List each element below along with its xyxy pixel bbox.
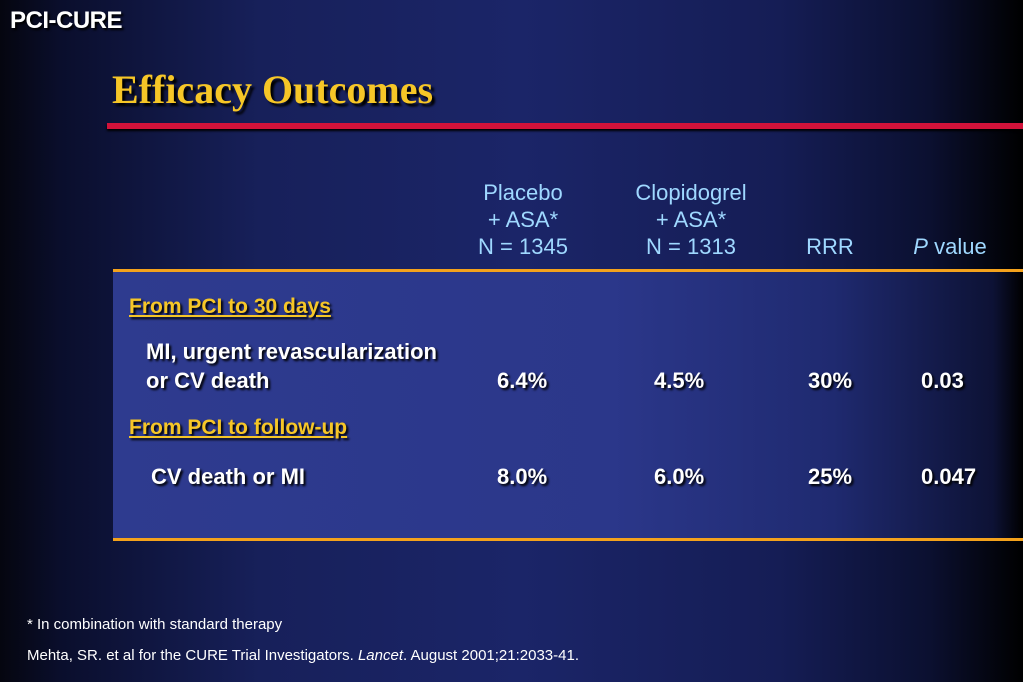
- cell-rrr: 25%: [808, 464, 853, 489]
- column-header-line: + ASA*: [655, 207, 727, 232]
- footnote: * In combination with standard therapy: [27, 616, 283, 633]
- column-header-line: + ASA*: [487, 207, 559, 232]
- column-header-line: N = 1313: [646, 234, 736, 259]
- column-header-line: Placebo: [483, 180, 563, 205]
- title-divider: [107, 123, 1023, 129]
- slide-title: Efficacy Outcomes: [112, 67, 434, 112]
- column-header-line: N = 1345: [478, 234, 568, 259]
- citation-authors: Mehta, SR. et al for the CURE Trial Inve…: [27, 647, 358, 664]
- results-table-panel: [113, 270, 1023, 540]
- row-label: or CV death: [146, 368, 270, 393]
- column-header-placebo: Placebo + ASA* N = 1345: [443, 179, 603, 260]
- column-header-rrr: RRR: [806, 234, 854, 259]
- section-label-follow-up: From PCI to follow-up: [129, 416, 348, 439]
- cell-placebo: 6.4%: [497, 368, 548, 393]
- cell-p-value: 0.047: [921, 464, 977, 489]
- cell-clopidogrel: 4.5%: [654, 368, 705, 393]
- row-label: CV death or MI: [151, 464, 306, 489]
- citation-journal: Lancet: [357, 647, 404, 664]
- citation: Mehta, SR. et al for the CURE Trial Inve…: [27, 647, 579, 664]
- cell-clopidogrel: 6.0%: [654, 464, 705, 489]
- column-header-p-value: P value: [895, 233, 1005, 260]
- table-top-rule: [113, 269, 1023, 272]
- row-label: MI, urgent revascularization: [146, 339, 437, 364]
- p-italic: P: [913, 234, 928, 259]
- column-header-line: Clopidogrel: [635, 180, 747, 205]
- cell-rrr: 30%: [808, 368, 853, 393]
- cell-placebo: 8.0%: [497, 464, 548, 489]
- section-label-30-days: From PCI to 30 days: [129, 295, 331, 318]
- column-header-clopidogrel: Clopidogrel + ASA* N = 1313: [606, 179, 776, 260]
- brand-label: PCI-CURE: [10, 7, 123, 34]
- p-value-rest: value: [927, 234, 987, 259]
- table-bottom-rule: [113, 538, 1023, 541]
- citation-details: . August 2001;21:2033-41.: [403, 647, 579, 664]
- cell-p-value: 0.03: [921, 368, 964, 393]
